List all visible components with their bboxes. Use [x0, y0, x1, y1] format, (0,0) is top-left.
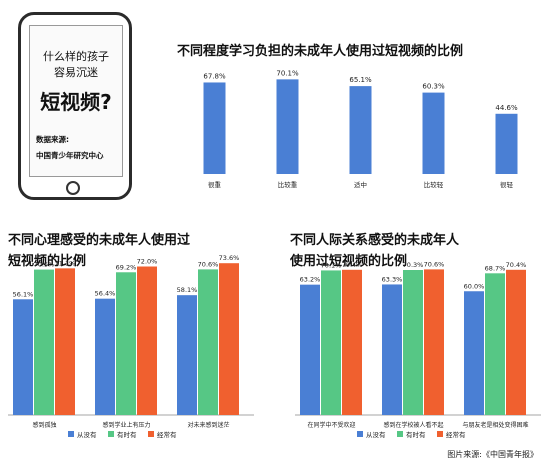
category-label: 对未来感到迷茫 [187, 421, 229, 429]
category-label: 很重 [208, 180, 222, 189]
category-label: 感到学业上有压力 [102, 421, 150, 429]
legend-swatch [397, 431, 403, 437]
category-label: 在同学中不受欢迎 [307, 421, 355, 429]
bar [495, 113, 518, 174]
bar [403, 270, 423, 415]
bar [506, 269, 526, 415]
bar [219, 263, 239, 415]
bar [95, 298, 115, 415]
chart2-title-line2: 短视频的比例 [8, 254, 87, 269]
phone-home-button [66, 181, 80, 195]
value-label: 67.8% [203, 72, 226, 80]
category-label: 很轻 [500, 180, 514, 189]
bar [276, 79, 299, 174]
value-label: 73.6% [219, 254, 240, 262]
value-label: 70.6% [198, 260, 219, 268]
bar [485, 273, 505, 415]
value-label: 70.4% [342, 261, 363, 269]
bar [300, 284, 320, 415]
value-label: 60.0% [464, 282, 485, 290]
category-label: 感到孤独 [32, 421, 56, 429]
phone-screen: 什么样的孩子 容易沉迷 短视频? 数据来源: 中国青少年研究中心 [29, 25, 123, 177]
legend-swatch [437, 431, 443, 437]
category-label: 感到在学校被人看不起 [383, 421, 443, 429]
value-label: 56.1% [13, 290, 34, 298]
value-label: 68.7% [485, 264, 506, 272]
value-label: 70.5% [34, 261, 55, 269]
value-label: 56.4% [95, 290, 116, 298]
value-label: 70.4% [506, 261, 527, 269]
bar [464, 291, 484, 415]
phone-illustration: 什么样的孩子 容易沉迷 短视频? 数据来源: 中国青少年研究中心 [18, 12, 132, 200]
phone-headline-big: 短视频? [40, 90, 112, 114]
chart2-title-line1: 不同心理感受的未成年人使用过 [8, 233, 191, 248]
legend-label: 从没有 [77, 430, 97, 439]
bar [349, 86, 372, 174]
category-label: 比较轻 [424, 180, 444, 189]
legend-label: 从没有 [366, 430, 386, 439]
value-label: 70.1% [276, 69, 299, 77]
value-label: 58.1% [177, 286, 198, 294]
value-label: 72.0% [137, 258, 158, 266]
legend-label: 有时有 [117, 430, 137, 439]
bar [422, 92, 445, 174]
phone-headline-line2: 容易沉迷 [54, 66, 98, 79]
chart3-title-line2: 使用过短视频的比例 [290, 254, 408, 269]
legend-swatch [68, 431, 74, 437]
value-label: 63.2% [300, 276, 321, 284]
bar [198, 269, 218, 415]
category-label: 比较重 [278, 180, 298, 189]
value-label: 44.6% [495, 104, 518, 112]
legend-swatch [148, 431, 154, 437]
bar [382, 284, 402, 415]
bar [116, 272, 136, 415]
value-label: 65.1% [349, 76, 372, 84]
category-label: 适中 [354, 180, 367, 189]
bar [342, 269, 362, 415]
bar [203, 82, 226, 174]
value-label: 71.1% [55, 259, 76, 267]
image-credit: 图片来源:《中国青年报》 [447, 450, 538, 459]
value-label: 70.1% [321, 261, 342, 269]
category-label: 与朋友老是相处变得困难 [462, 421, 528, 429]
phone-source-name: 中国青少年研究中心 [36, 151, 104, 160]
value-label: 63.3% [382, 275, 403, 283]
chart3-title-line1: 不同人际关系感受的未成年人 [290, 233, 460, 248]
value-label: 60.3% [422, 83, 445, 91]
value-label: 69.2% [116, 263, 137, 271]
legend-label: 经常有 [157, 430, 177, 439]
chart1-title: 不同程度学习负担的未成年人使用过短视频的比例 [177, 44, 464, 59]
legend-swatch [108, 431, 114, 437]
bar [13, 299, 33, 415]
legend-label: 经常有 [446, 430, 466, 439]
legend-swatch [357, 431, 363, 437]
bar [424, 269, 444, 415]
bar [321, 270, 341, 415]
bar [137, 266, 157, 415]
phone-source-label: 数据来源: [36, 135, 69, 144]
bar [34, 269, 54, 415]
phone-headline-line1: 什么样的孩子 [43, 50, 109, 63]
legend-label: 有时有 [406, 430, 426, 439]
value-label: 70.6% [424, 260, 445, 268]
bar [177, 295, 197, 415]
bar [55, 268, 75, 415]
value-label: 70.3% [403, 261, 424, 269]
